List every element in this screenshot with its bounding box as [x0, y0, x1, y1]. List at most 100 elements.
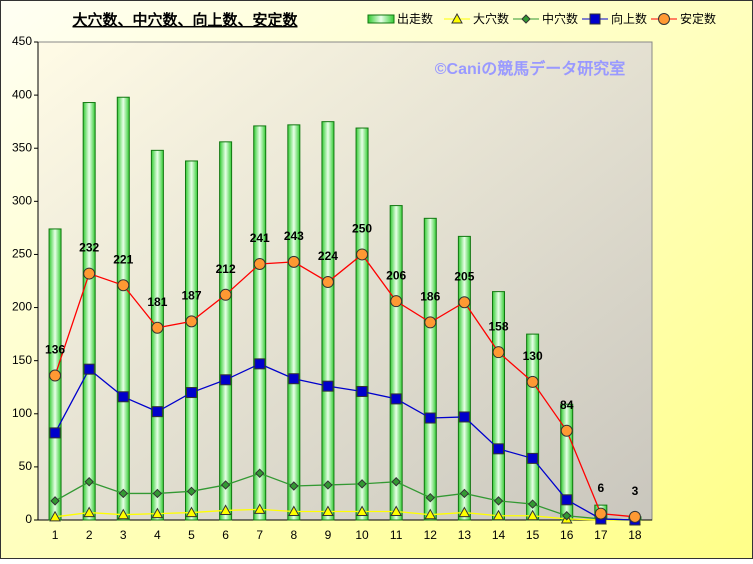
legend-label: 大穴数 — [473, 11, 509, 26]
marker — [219, 288, 232, 301]
bar — [321, 121, 335, 521]
data-label: 158 — [488, 319, 508, 333]
bar — [116, 96, 130, 521]
legend-swatch — [367, 14, 395, 24]
y-tick-label: 200 — [12, 300, 32, 314]
marker — [186, 486, 197, 497]
data-label: 212 — [216, 262, 236, 276]
marker — [83, 363, 95, 375]
data-label: 243 — [284, 229, 304, 243]
marker — [594, 507, 607, 520]
marker — [253, 258, 266, 271]
x-tick-label: 12 — [424, 528, 438, 542]
x-tick-label: 4 — [154, 528, 161, 542]
marker — [458, 296, 471, 309]
marker — [49, 510, 61, 522]
marker — [321, 276, 334, 289]
marker — [390, 505, 403, 517]
bar — [287, 124, 301, 521]
series-line — [54, 253, 636, 518]
x-tick-label: 13 — [458, 528, 472, 542]
x-tick-label: 6 — [222, 528, 229, 542]
marker — [254, 358, 266, 370]
marker — [117, 391, 129, 403]
marker — [628, 510, 641, 523]
marker — [527, 452, 539, 464]
marker — [424, 412, 436, 424]
marker — [255, 468, 265, 478]
plot-area — [37, 41, 653, 521]
marker — [459, 488, 470, 499]
data-label: 206 — [386, 268, 406, 282]
marker — [83, 506, 96, 518]
data-label: 224 — [318, 249, 338, 263]
x-tick-label: 18 — [628, 528, 642, 542]
bar — [150, 149, 164, 521]
marker — [83, 267, 96, 280]
marker — [424, 508, 437, 520]
marker — [287, 505, 300, 517]
marker — [253, 503, 266, 514]
x-tick-label: 16 — [560, 528, 574, 542]
x-tick-label: 10 — [355, 528, 369, 542]
legend-label: 安定数 — [680, 11, 716, 26]
x-tick-label: 14 — [492, 528, 506, 542]
y-tick-label: 0 — [25, 512, 32, 526]
data-label: 241 — [250, 231, 270, 245]
marker — [117, 279, 130, 292]
y-tick-label: 50 — [19, 459, 33, 473]
marker — [219, 504, 232, 515]
x-tick-label: 17 — [594, 528, 608, 542]
y-tick-label: 450 — [12, 34, 32, 48]
marker — [356, 248, 369, 261]
marker — [322, 505, 334, 517]
legend-label: 出走数 — [397, 11, 433, 26]
marker — [357, 479, 367, 489]
y-tick-label: 250 — [12, 247, 32, 261]
series-line — [54, 363, 635, 521]
marker — [289, 481, 299, 491]
chart-title: 大穴数、中穴数、向上数、安定数 — [72, 11, 298, 29]
marker — [49, 369, 62, 382]
bar — [355, 127, 369, 521]
marker — [561, 494, 573, 506]
marker — [458, 411, 470, 423]
marker — [323, 480, 333, 490]
watermark: ©Caniの競馬データ研究室 — [435, 59, 625, 78]
marker — [151, 321, 164, 334]
x-tick-label: 5 — [188, 528, 195, 542]
bar — [185, 160, 198, 521]
marker — [220, 480, 231, 490]
data-label: 3 — [632, 484, 639, 498]
series-line — [54, 472, 635, 521]
marker — [287, 255, 300, 268]
marker — [425, 492, 435, 503]
data-label: 232 — [79, 241, 99, 255]
marker — [356, 505, 368, 517]
y-tick-label: 400 — [12, 87, 32, 101]
data-label: 250 — [352, 222, 372, 236]
marker — [118, 488, 128, 499]
data-label: 187 — [181, 289, 201, 303]
data-label: 221 — [113, 252, 133, 266]
marker — [493, 496, 504, 506]
marker — [288, 373, 300, 385]
bar — [82, 102, 96, 521]
marker — [424, 316, 437, 329]
bar — [253, 125, 267, 521]
data-label: 186 — [420, 290, 440, 304]
legend-marker — [451, 12, 463, 24]
marker — [151, 406, 163, 418]
marker — [526, 509, 539, 521]
marker — [185, 506, 198, 518]
series-line — [54, 508, 635, 521]
x-tick-label: 15 — [526, 528, 540, 542]
marker — [322, 380, 334, 392]
marker — [84, 477, 94, 487]
marker — [458, 506, 471, 518]
legend-marker — [658, 13, 670, 25]
data-label: 136 — [45, 343, 65, 357]
bar — [423, 217, 437, 521]
marker — [562, 511, 572, 521]
